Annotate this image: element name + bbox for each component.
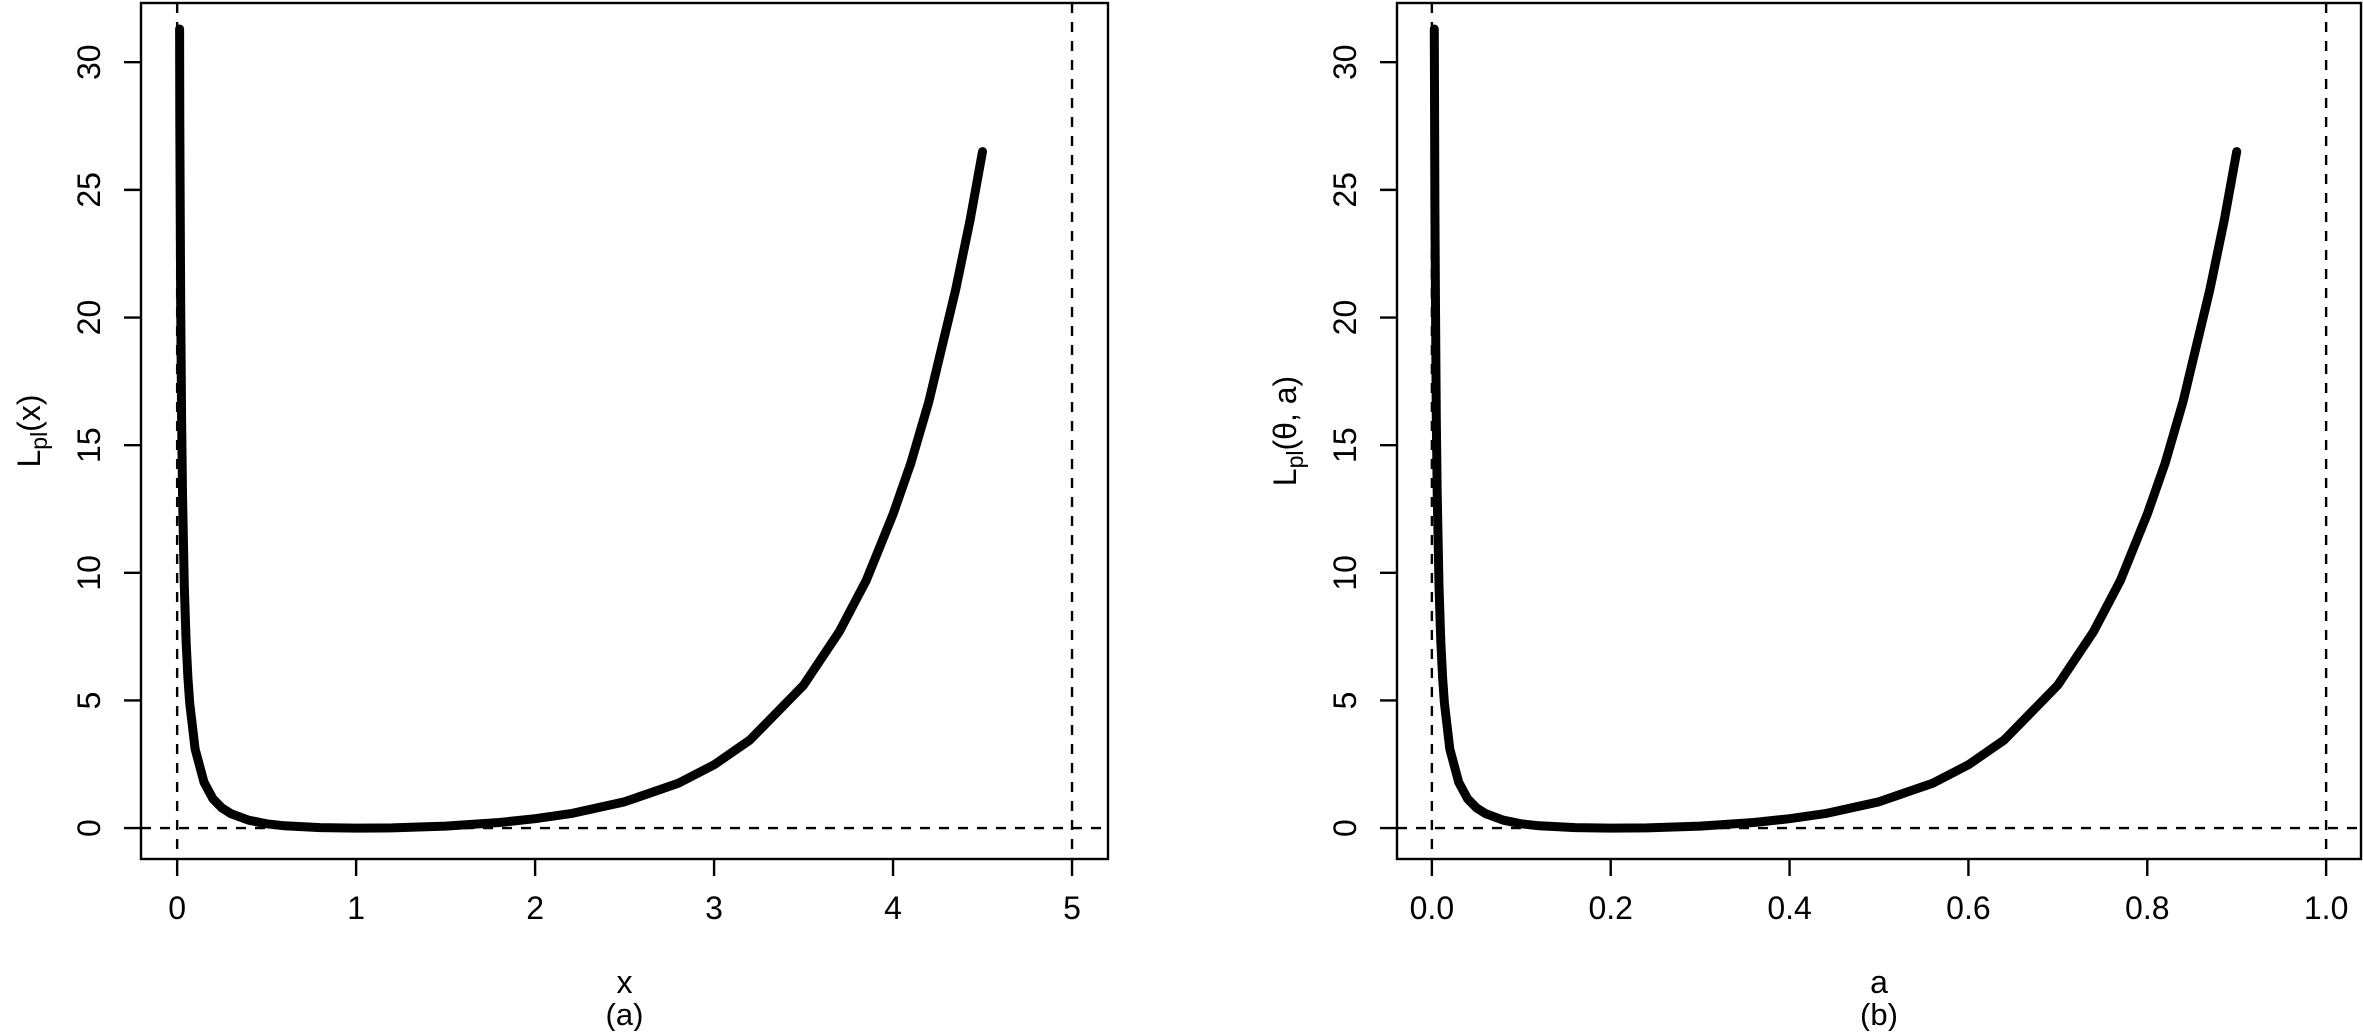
plot-box-a xyxy=(139,1,1110,861)
y-tick-label-b: 5 xyxy=(1327,692,1363,710)
y-tick-label-b: 25 xyxy=(1327,172,1363,208)
y-tick-label-b: 20 xyxy=(1327,300,1363,336)
x-axis-title-b: a xyxy=(1870,964,1888,1000)
x-tick-label-a: 2 xyxy=(526,890,544,926)
y-tick-label-a: 30 xyxy=(71,44,107,80)
y-tick-label-a: 0 xyxy=(71,819,107,837)
y-tick-label-a: 10 xyxy=(71,555,107,591)
y-tick-label-b: 10 xyxy=(1327,555,1363,591)
y-tick-label-b: 0 xyxy=(1327,819,1363,837)
x-tick-label-a: 4 xyxy=(884,890,902,926)
y-tick-label-b: 15 xyxy=(1327,427,1363,463)
x-tick-label-a: 5 xyxy=(1063,890,1081,926)
y-tick-label-b: 30 xyxy=(1327,44,1363,80)
plot-box-b xyxy=(1395,1,2363,861)
x-tick-label-b: 1.0 xyxy=(2304,890,2348,926)
panel-a: 0 1 2 3 4 5 0 5 10 15 20 25 30 Lpl(x) xyxy=(11,1,1110,926)
x-tick-label-a: 3 xyxy=(705,890,723,926)
x-tick-label-b: 0.8 xyxy=(2125,890,2169,926)
y-axis-title-b: Lpl(θ, a) xyxy=(1267,376,1308,486)
caption-a: (a) xyxy=(606,997,644,1031)
y-axis-title-a: Lpl(x) xyxy=(11,394,52,467)
x-tick-label-b: 0.2 xyxy=(1588,890,1632,926)
x-tick-label-b: 0.6 xyxy=(1946,890,1990,926)
x-tick-label-b: 0.0 xyxy=(1410,890,1454,926)
caption-b: (b) xyxy=(1860,997,1898,1031)
x-tick-label-a: 1 xyxy=(347,890,365,926)
y-tick-label-a: 25 xyxy=(71,172,107,208)
loss-curve-a xyxy=(175,24,987,833)
x-tick-label-b: 0.4 xyxy=(1767,890,1811,926)
x-tick-label-a: 0 xyxy=(168,890,186,926)
y-tick-label-a: 15 xyxy=(71,427,107,463)
y-tick-label-a: 20 xyxy=(71,300,107,336)
y-tick-label-a: 5 xyxy=(71,692,107,710)
loss-curve-b xyxy=(1429,24,2242,833)
x-axis-title-a: x xyxy=(617,964,633,1000)
panel-b: 0.0 0.2 0.4 0.6 0.8 1.0 0 5 10 15 20 25 30 Lpl(θ, a) xyxy=(1267,1,2363,926)
